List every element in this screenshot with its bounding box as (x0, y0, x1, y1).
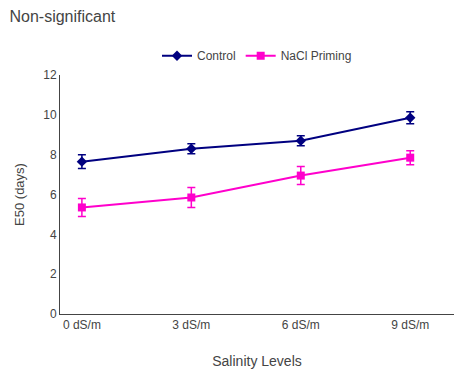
svg-text:9 dS/m: 9 dS/m (391, 318, 429, 332)
svg-text:4: 4 (50, 228, 57, 242)
svg-text:NaCl Priming: NaCl Priming (281, 49, 352, 63)
svg-text:0 dS/m: 0 dS/m (63, 318, 101, 332)
svg-text:12: 12 (43, 68, 57, 82)
svg-text:0: 0 (50, 307, 57, 321)
svg-text:8: 8 (50, 148, 57, 162)
svg-text:10: 10 (43, 108, 57, 122)
svg-text:Control: Control (197, 49, 236, 63)
svg-text:6 dS/m: 6 dS/m (282, 318, 320, 332)
svg-text:2: 2 (50, 267, 57, 281)
svg-text:Salinity Levels: Salinity Levels (212, 353, 302, 369)
svg-text:6: 6 (50, 188, 57, 202)
svg-text:E50 (days): E50 (days) (12, 163, 27, 226)
svg-text:Non-significant: Non-significant (9, 8, 115, 25)
svg-text:3 dS/m: 3 dS/m (172, 318, 210, 332)
